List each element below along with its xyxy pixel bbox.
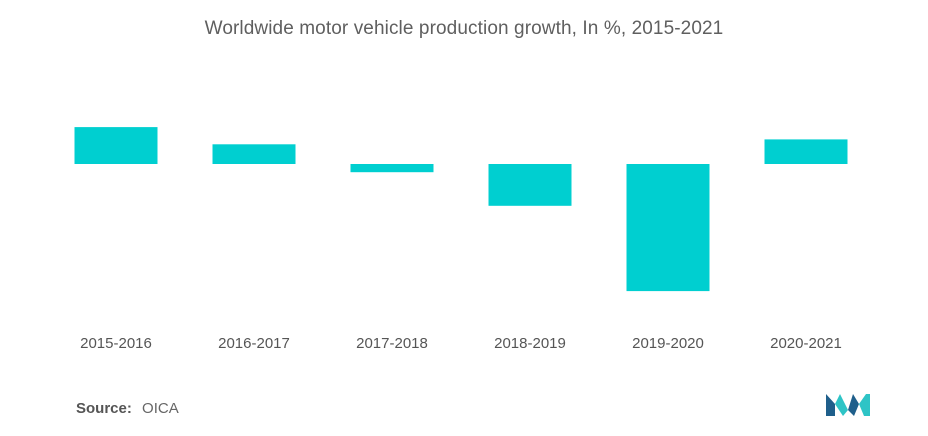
mordor-intelligence-logo-icon <box>826 394 870 416</box>
bar-2019-2020 <box>626 164 710 292</box>
x-tick-label: 2019-2020 <box>632 335 704 352</box>
bars-group <box>74 127 848 292</box>
source-label: Source: <box>76 400 132 417</box>
bar-2016-2017 <box>212 144 296 164</box>
bar-2017-2018 <box>350 164 434 173</box>
bar-2015-2016 <box>74 127 158 164</box>
source-value: OICA <box>142 400 179 417</box>
x-axis-tick-labels: 2015-2016 2016-2017 2017-2018 2018-2019 2019… <box>80 335 842 352</box>
chart-title: Worldwide motor vehicle production growt… <box>204 18 724 39</box>
x-tick-label: 2020-2021 <box>770 335 842 352</box>
x-tick-label: 2015-2016 <box>80 335 152 352</box>
x-tick-label: 2018-2019 <box>494 335 566 352</box>
bar-2020-2021 <box>764 139 848 164</box>
x-tick-label: 2016-2017 <box>218 335 290 352</box>
bar-2018-2019 <box>488 164 572 206</box>
source-note: Source: OICA <box>76 400 179 417</box>
x-tick-label: 2017-2018 <box>356 335 428 352</box>
